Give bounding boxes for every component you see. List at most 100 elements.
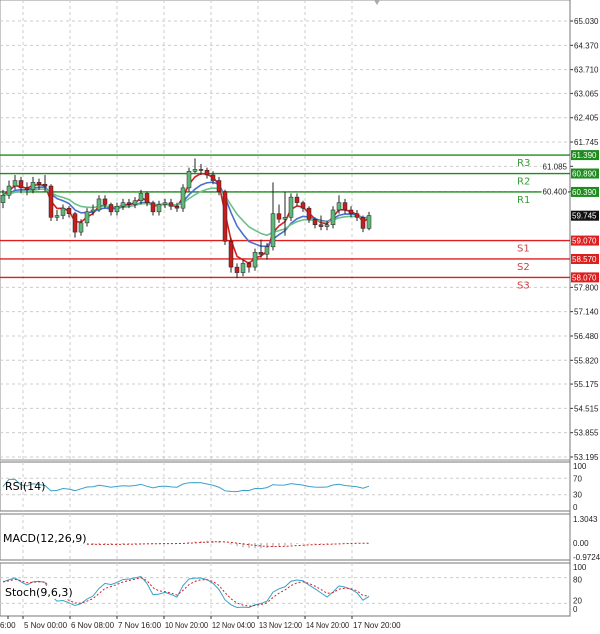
rsi-label: RSI(14) xyxy=(5,480,46,493)
level-name-S3: S3 xyxy=(517,280,530,291)
price-tick-label: 63.710 xyxy=(574,66,599,75)
price-tick-label: 57.800 xyxy=(574,283,599,292)
time-tick-label: 5 Nov 00:00 xyxy=(24,621,68,630)
current-price-badge xyxy=(571,210,599,221)
ma-slow-line xyxy=(2,187,370,237)
level-name-S1: S1 xyxy=(517,244,530,255)
candle-up xyxy=(162,202,168,205)
candle-down xyxy=(168,202,174,207)
price-tick-label: 53.855 xyxy=(574,429,599,438)
price-tick-label: 61.745 xyxy=(574,138,599,147)
price-tick-label: 54.515 xyxy=(574,404,599,413)
price-tick-label: 56.480 xyxy=(574,332,599,341)
candle-down xyxy=(276,213,282,220)
level-badge-S3 xyxy=(571,272,599,283)
candle-down xyxy=(360,217,366,229)
candle-up xyxy=(96,198,102,211)
level-name-R3: R3 xyxy=(517,158,530,169)
level-badge-S2 xyxy=(571,253,599,264)
time-tick-label: 6 Nov 08:00 xyxy=(71,621,115,630)
candle-down xyxy=(108,204,114,213)
candle-down xyxy=(42,183,48,187)
rsi-tick: 70 xyxy=(573,474,582,483)
candle-up xyxy=(90,209,96,213)
price-tick-label: 55.820 xyxy=(574,356,599,365)
candle-down xyxy=(210,174,216,181)
candle-up xyxy=(270,213,276,248)
candle-down xyxy=(354,213,360,218)
panel-2 xyxy=(0,513,571,561)
candle-up xyxy=(54,215,60,218)
candle-up xyxy=(252,252,258,268)
candle-up xyxy=(30,182,36,190)
candle-down xyxy=(102,198,108,205)
candle-down xyxy=(144,193,150,203)
level-badge-R3 xyxy=(571,150,599,161)
candle-up xyxy=(264,246,270,255)
candle-up xyxy=(138,193,144,202)
candle-up xyxy=(78,222,84,233)
level-badge-R1 xyxy=(571,186,599,197)
candle-up xyxy=(120,202,126,207)
level-name-R1: R1 xyxy=(517,195,530,206)
price-tick-label: 61.085 xyxy=(543,162,568,171)
candle-down xyxy=(216,180,222,192)
candle-up xyxy=(330,209,336,225)
level-value-S2: 58.570 xyxy=(572,255,597,264)
price-tick-backing xyxy=(541,162,568,171)
candle-down xyxy=(342,202,348,211)
chart-shift-marker xyxy=(374,0,380,5)
candle-down xyxy=(48,185,54,218)
candle-up xyxy=(240,263,246,273)
candle-down xyxy=(150,202,156,213)
level-value-R1: 60.390 xyxy=(572,188,597,197)
level-badge-R2 xyxy=(571,168,599,179)
stoch-tick: 0 xyxy=(573,605,578,614)
level-value-R3: 61.390 xyxy=(572,151,597,160)
time-tick-label: 17 Nov 20:00 xyxy=(353,621,401,630)
panel-1 xyxy=(0,461,571,512)
macd-tick: -0.9724 xyxy=(573,553,600,562)
candle-up xyxy=(60,207,66,216)
price-tick-label: 64.370 xyxy=(574,41,599,50)
candle-up xyxy=(6,185,12,196)
macd-tick: 0.00 xyxy=(573,539,589,548)
level-name-S2: S2 xyxy=(517,262,530,273)
stoch-label: Stoch(9,6,3) xyxy=(5,586,73,599)
candle-down xyxy=(234,266,240,273)
candle-down xyxy=(36,182,42,185)
price-tick-label: 55.175 xyxy=(574,380,599,389)
time-tick-label: 10 Nov 20:00 xyxy=(165,621,208,630)
candle-down xyxy=(306,207,312,220)
candle-up xyxy=(186,171,192,189)
time-tick-label: 7 Nov 16:00 xyxy=(118,621,162,630)
candle-up xyxy=(84,211,90,224)
candle-down xyxy=(318,224,324,227)
level-name-R2: R2 xyxy=(517,177,530,188)
candle-down xyxy=(300,202,306,209)
stoch-tick: 20 xyxy=(573,596,582,605)
rsi-line xyxy=(2,478,370,493)
time-tick-label: 14 Nov 20:00 xyxy=(306,621,349,630)
macd-label: MACD(12,26,9) xyxy=(3,532,87,545)
candle-up xyxy=(114,206,120,213)
candle-down xyxy=(294,196,300,203)
price-tick-label: 65.030 xyxy=(574,17,599,26)
candle-up xyxy=(12,180,18,187)
candle-up xyxy=(132,200,138,205)
candle-down xyxy=(312,218,318,225)
level-value-S3: 58.070 xyxy=(572,273,597,282)
candle-down xyxy=(258,252,264,255)
time-tick-label: 12 Nov 04:00 xyxy=(212,621,255,630)
candle-up xyxy=(366,215,372,229)
candle-down xyxy=(348,209,354,214)
candle-down xyxy=(24,187,30,190)
stoch-tick: 80 xyxy=(573,576,582,585)
candle-down xyxy=(222,191,228,242)
candle-up xyxy=(180,187,186,209)
price-tick-backing xyxy=(541,187,568,196)
price-tick-label: 57.140 xyxy=(574,308,599,317)
candle-up xyxy=(324,224,330,227)
candle-down xyxy=(198,169,204,171)
